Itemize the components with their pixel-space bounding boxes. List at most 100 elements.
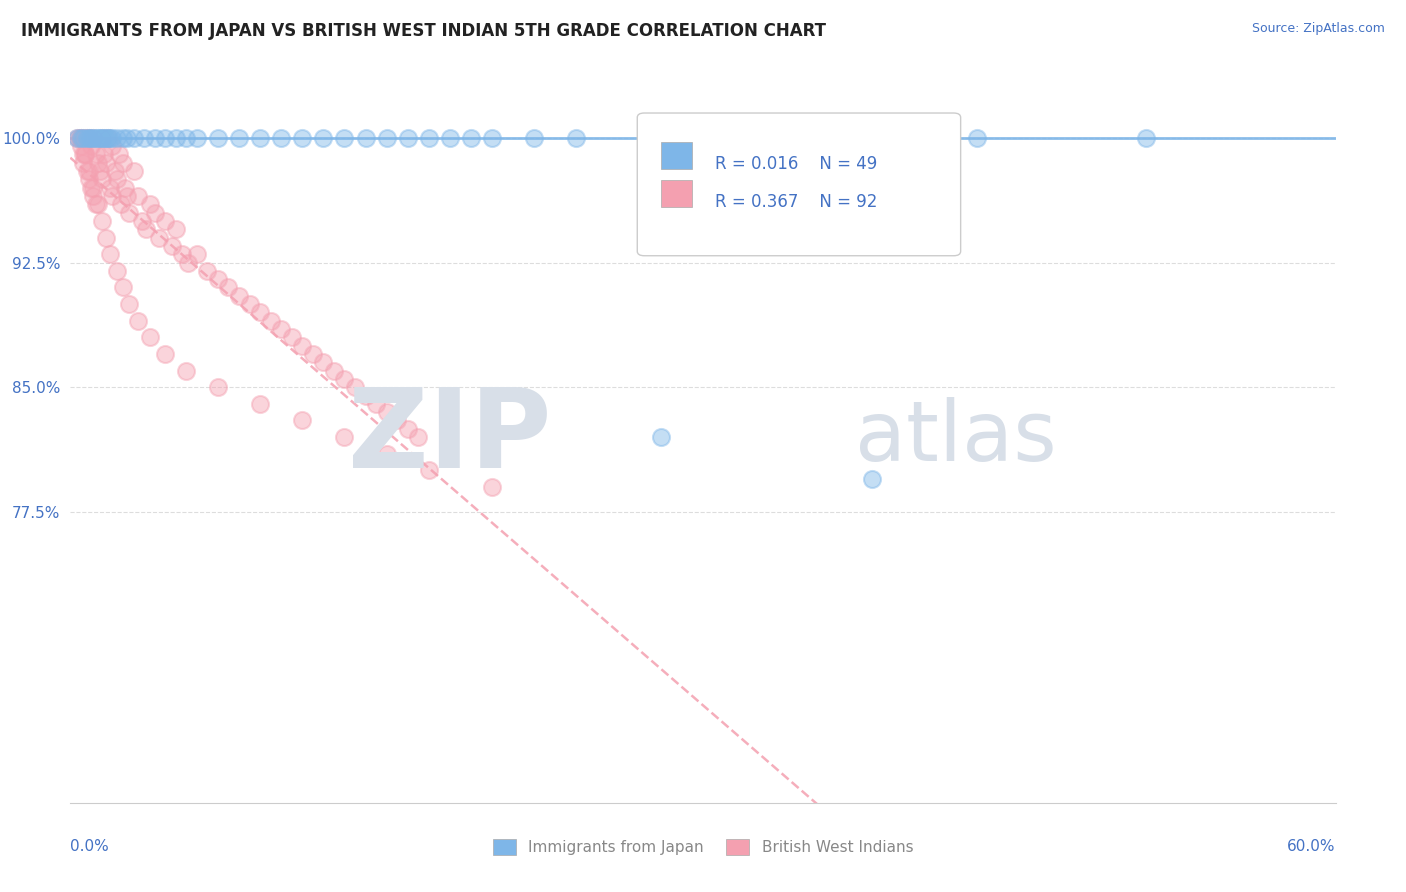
Point xyxy=(72,131,94,145)
Point xyxy=(165,222,187,236)
Point xyxy=(87,156,110,170)
Text: IMMIGRANTS FROM JAPAN VS BRITISH WEST INDIAN 5TH GRADE CORRELATION CHART: IMMIGRANTS FROM JAPAN VS BRITISH WEST IN… xyxy=(21,22,827,40)
Point xyxy=(114,180,136,194)
Point xyxy=(148,230,170,244)
Point xyxy=(98,131,122,145)
Point xyxy=(249,131,271,145)
Point xyxy=(110,197,132,211)
Point xyxy=(98,180,122,194)
Point xyxy=(131,214,153,228)
Point xyxy=(82,131,105,145)
Point xyxy=(143,131,166,145)
Point xyxy=(118,205,141,219)
Point xyxy=(291,413,314,427)
Point xyxy=(82,189,105,203)
Point xyxy=(333,131,356,145)
Point xyxy=(302,347,325,361)
Point xyxy=(197,264,219,278)
Point xyxy=(218,280,240,294)
Point xyxy=(112,156,135,170)
Point xyxy=(75,147,96,161)
Point xyxy=(207,272,229,286)
Point xyxy=(312,355,335,369)
Point xyxy=(90,214,114,228)
Point xyxy=(228,289,250,303)
Point xyxy=(186,131,208,145)
Point xyxy=(281,330,304,344)
Point xyxy=(860,472,883,486)
Legend: Immigrants from Japan, British West Indians: Immigrants from Japan, British West Indi… xyxy=(486,833,920,861)
Point xyxy=(354,388,377,402)
Point xyxy=(96,156,118,170)
Point xyxy=(160,239,183,253)
Point xyxy=(239,297,262,311)
Point xyxy=(460,131,482,145)
Point xyxy=(387,413,409,427)
Text: Source: ZipAtlas.com: Source: ZipAtlas.com xyxy=(1251,22,1385,36)
Text: atlas: atlas xyxy=(855,397,1056,477)
Point xyxy=(565,131,588,145)
Point xyxy=(139,197,162,211)
Point xyxy=(270,131,292,145)
Point xyxy=(112,280,135,294)
Point xyxy=(79,172,101,186)
Point xyxy=(93,131,115,145)
Point xyxy=(396,422,419,436)
Point xyxy=(143,205,166,219)
Point xyxy=(101,131,124,145)
Point xyxy=(207,380,229,394)
Point xyxy=(65,131,87,145)
Point xyxy=(650,430,672,444)
Point xyxy=(481,131,503,145)
Point xyxy=(90,131,114,145)
Point xyxy=(97,131,120,145)
Point xyxy=(79,131,101,145)
Text: 0.0%: 0.0% xyxy=(70,839,110,855)
Text: R = 0.367    N = 92: R = 0.367 N = 92 xyxy=(716,193,877,211)
Point xyxy=(270,322,292,336)
Point xyxy=(418,131,440,145)
Point xyxy=(354,131,377,145)
Point xyxy=(523,131,546,145)
Point xyxy=(101,189,124,203)
Point xyxy=(72,147,94,161)
Point xyxy=(79,164,101,178)
Point xyxy=(165,131,187,145)
Point xyxy=(408,430,430,444)
Point xyxy=(249,397,271,411)
Point xyxy=(98,247,122,261)
Point xyxy=(80,131,103,145)
Point xyxy=(344,380,367,394)
Point xyxy=(87,197,110,211)
Point xyxy=(333,372,356,386)
Point xyxy=(396,131,419,145)
Point xyxy=(186,247,208,261)
Point xyxy=(70,131,93,145)
Point xyxy=(70,131,93,145)
Point xyxy=(89,164,111,178)
Point xyxy=(112,131,135,145)
Point xyxy=(1135,131,1157,145)
Point xyxy=(375,447,398,461)
Point xyxy=(70,139,93,153)
Point xyxy=(76,131,98,145)
Point xyxy=(174,363,197,377)
Point xyxy=(67,131,90,145)
Point xyxy=(87,131,110,145)
Point xyxy=(93,147,115,161)
Point xyxy=(76,164,98,178)
Point xyxy=(82,131,105,145)
Text: ZIP: ZIP xyxy=(347,384,551,491)
Point xyxy=(101,139,124,153)
Point xyxy=(650,131,672,145)
Point xyxy=(117,131,138,145)
Point xyxy=(260,314,283,328)
Point xyxy=(375,131,398,145)
Point xyxy=(105,172,128,186)
Point xyxy=(418,463,440,477)
Point xyxy=(127,189,149,203)
Point xyxy=(96,131,118,145)
Point xyxy=(75,147,96,161)
Point xyxy=(96,230,118,244)
Point xyxy=(84,147,107,161)
